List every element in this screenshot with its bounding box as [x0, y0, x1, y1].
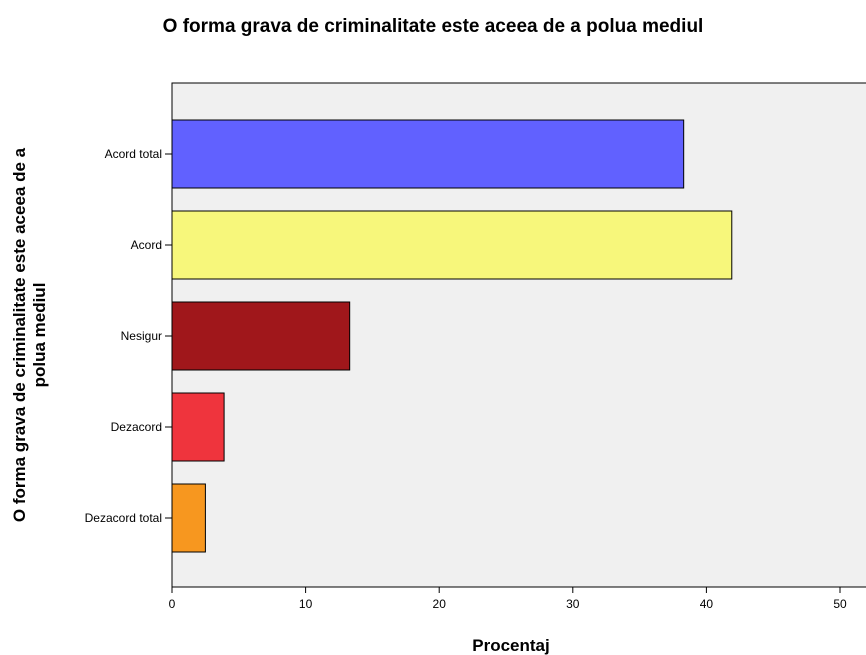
- x-tick-label: 0: [169, 597, 176, 611]
- x-axis-title: Procentaj: [472, 636, 549, 655]
- x-tick-label: 30: [566, 597, 580, 611]
- bar-dezacord: [171, 392, 225, 462]
- y-tick-label: Acord total: [105, 147, 162, 161]
- x-tick-label: 10: [299, 597, 313, 611]
- bar-acord-total: [171, 119, 685, 189]
- y-axis: Acord total Acord Nesigur Dezacord Dezacord …: [85, 147, 172, 525]
- x-tick-label: 50: [833, 597, 847, 611]
- y-tick-label: Dezacord: [111, 420, 162, 434]
- y-axis-title-line-2: polua mediul: [30, 283, 49, 388]
- x-tick-label: 40: [700, 597, 714, 611]
- x-tick-label: 20: [433, 597, 447, 611]
- y-tick-label: Acord: [131, 238, 162, 252]
- y-tick-label: Nesigur: [121, 329, 162, 343]
- chart-title: O forma grava de criminalitate este acee…: [163, 16, 704, 37]
- y-axis-title-line-1: O forma grava de criminalitate este acee…: [10, 147, 29, 522]
- bar-acord: [171, 210, 733, 280]
- y-axis-title: O forma grava de criminalitate este acee…: [10, 147, 49, 522]
- bar-dezacord-total: [171, 483, 206, 553]
- bars-group: [171, 119, 733, 553]
- x-axis: 0 10 20 30 40 50: [169, 587, 847, 611]
- bar-nesigur: [171, 301, 351, 371]
- y-tick-label: Dezacord total: [85, 511, 162, 525]
